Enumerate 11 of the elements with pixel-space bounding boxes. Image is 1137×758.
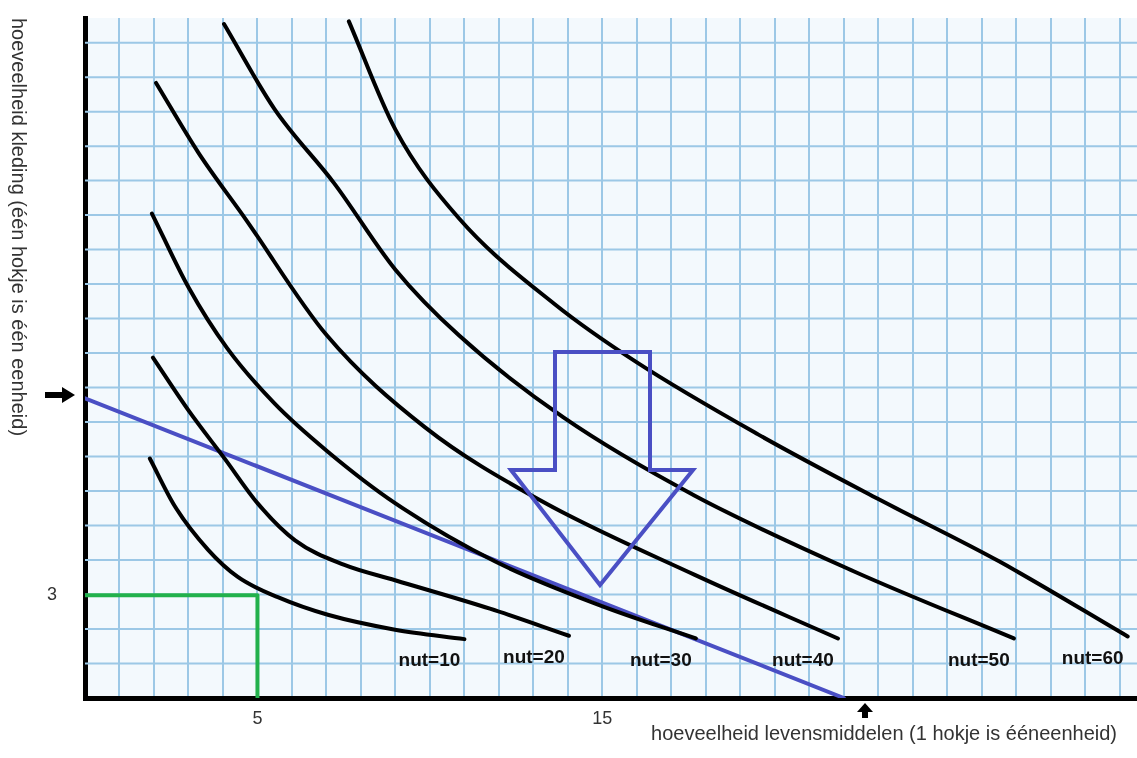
annotation: nut=30	[629, 648, 692, 670]
x-axis-title: hoeveelheid levensmiddelen (1 hokje is ééneenheid)	[651, 721, 1117, 744]
annotation: nut=10	[398, 649, 461, 671]
annotation: nut=60	[1061, 646, 1124, 668]
annotation: nut=20	[503, 645, 565, 667]
annotation: nut=50	[947, 648, 1010, 670]
annotation: nut=40	[772, 648, 834, 670]
x-tick-label: 5	[252, 707, 263, 728]
annotation: 3	[46, 584, 58, 605]
x-tick-label: 15	[592, 707, 613, 728]
y-axis-title: hoeveelheid kleding (één hokje is één eenheid)	[8, 18, 31, 437]
